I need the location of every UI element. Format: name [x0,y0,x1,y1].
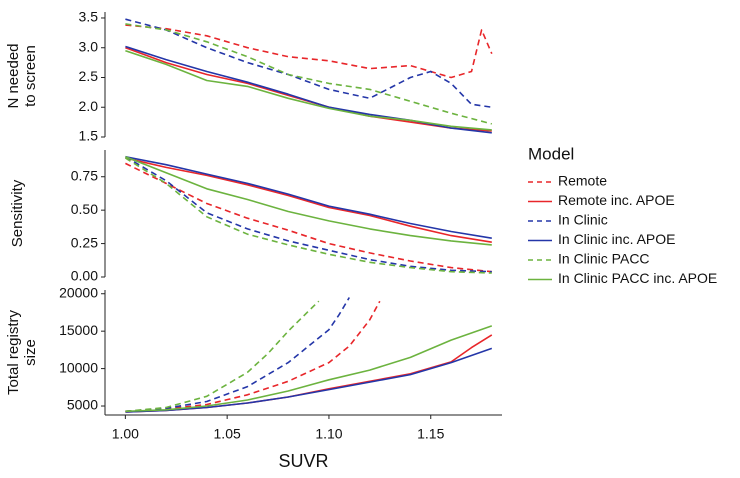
y-tick-label: 10000 [59,359,98,375]
legend-label: In Clinic PACC inc. APOE [558,270,717,286]
x-tick-label: 1.15 [417,426,444,442]
series-line-in-clinic-pacc-inc-apoe [125,49,492,131]
series-line-in-clinic-pacc-inc-apoe [125,155,492,246]
y-axis-title: size [22,339,39,366]
series-line-in-clinic [124,156,492,273]
y-tick-label: 5000 [67,397,98,413]
y-tick-label: 2.0 [79,98,99,114]
y-tick-label: 0.75 [71,167,98,183]
y-tick-label: 0.50 [71,201,98,217]
y-tick-label: 20000 [59,284,98,300]
legend-label: Remote inc. APOE [558,192,675,208]
x-tick-label: 1.00 [112,426,139,442]
series-line-in-clinic-pacc [125,300,320,413]
series-line-in-clinic-pacc [124,157,492,274]
y-tick-label: 2.5 [79,68,99,84]
series-line-remote [125,162,492,273]
series-line-in-clinic-inc-apoe [125,45,492,134]
y-axis-title: N needed [5,43,22,108]
series-line-in-clinic [125,18,492,108]
x-tick-label: 1.10 [315,426,342,442]
y-tick-label: 0.00 [71,268,98,284]
y-axis-title: to screen [22,45,39,107]
legend-label: In Clinic PACC [558,251,650,267]
series-line-remote-inc-apoe [125,46,492,132]
series-line-remote [125,24,493,79]
y-tick-label: 15000 [59,322,98,338]
y-tick-label: 3.5 [79,9,99,25]
series-line-in-clinic-inc-apoe [125,347,493,413]
series-line-remote-inc-apoe [125,157,492,243]
series-line-remote [125,300,381,413]
series-line-in-clinic-inc-apoe [125,155,492,239]
series-line-in-clinic [125,297,350,413]
y-axis-title: Sensitivity [9,179,26,247]
y-axis-title: Total registry [5,309,22,395]
y-tick-label: 1.5 [79,128,99,144]
legend-label: In Clinic inc. APOE [558,231,676,247]
x-axis-title: SUVR [278,451,328,471]
legend-label: In Clinic [558,212,608,228]
x-tick-label: 1.05 [214,426,241,442]
series-line-in-clinic-pacc-inc-apoe [125,325,493,413]
y-tick-label: 0.25 [71,234,98,250]
y-tick-label: 3.0 [79,38,99,54]
legend-title: Model [528,144,574,163]
legend-label: Remote [558,173,607,189]
series-line-in-clinic-pacc [125,23,493,125]
